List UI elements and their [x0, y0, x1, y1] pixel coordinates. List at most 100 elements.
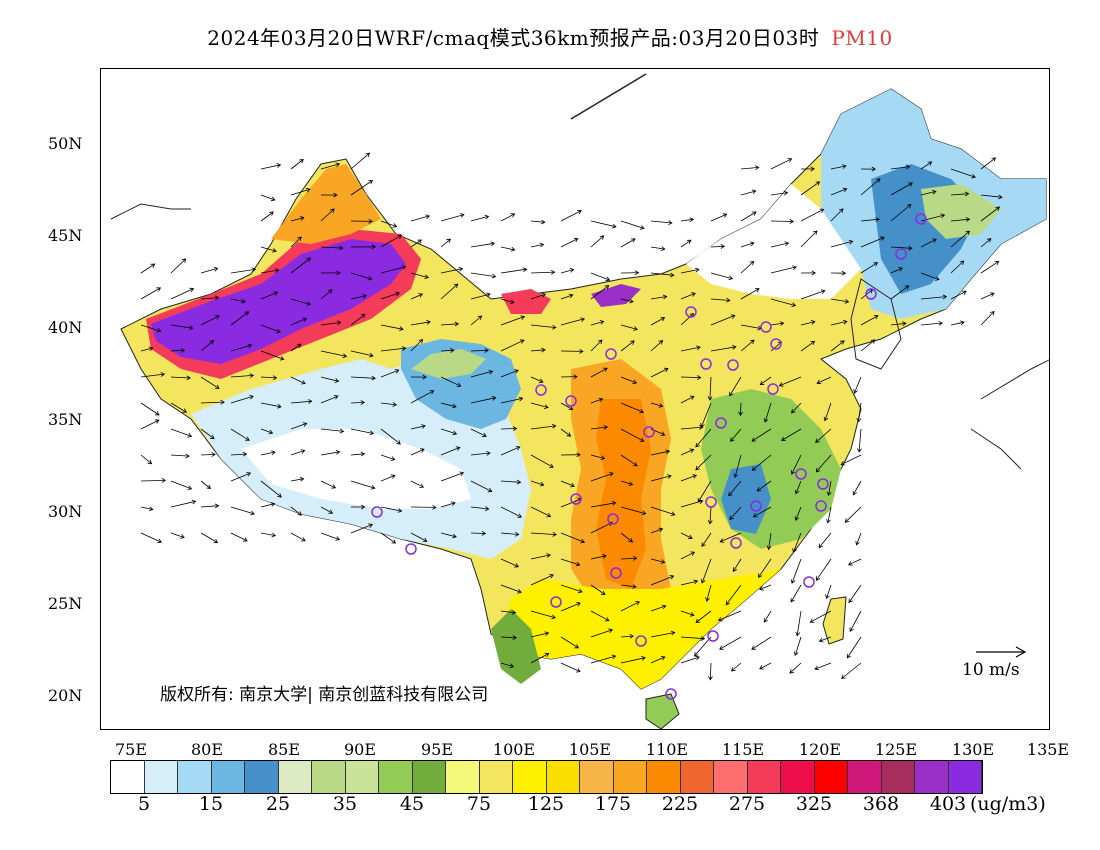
wind-arrow-head	[549, 463, 554, 468]
wind-arrow-head	[297, 511, 302, 516]
wind-arrow	[800, 290, 825, 300]
wind-arrow-head	[857, 448, 862, 453]
wind-arrow	[380, 369, 399, 378]
wind-arrow-head	[794, 516, 800, 521]
wind-arrow-head	[791, 408, 796, 414]
wind-arrow-head	[688, 534, 693, 540]
wind-arrow	[350, 350, 374, 357]
wind-arrow	[980, 194, 1003, 198]
wind-arrow	[170, 258, 186, 274]
wind-arrow	[680, 551, 695, 560]
wind-arrow-head	[695, 465, 700, 471]
wind-arrow-head	[848, 239, 854, 245]
colorbar-unit: (ug/m3)	[970, 793, 1046, 815]
wind-arrow-head	[510, 213, 516, 218]
wind-arrow-head	[960, 320, 965, 326]
wind-arrow-head	[823, 416, 829, 422]
wind-arrow-head	[150, 263, 156, 268]
wind-arrow	[590, 584, 606, 595]
wind-arrow	[320, 480, 336, 489]
wind-arrow-head	[876, 178, 881, 183]
wind-arrow	[920, 214, 945, 222]
wind-arrow-head	[180, 534, 185, 539]
wind-arrow-head	[611, 654, 617, 660]
city-marker	[895, 248, 907, 260]
wind-arrow-head	[250, 510, 255, 516]
wind-arrow-head	[699, 425, 704, 430]
wind-arrow	[140, 347, 153, 352]
wind-arrow-head	[335, 536, 341, 541]
city-marker	[371, 506, 383, 518]
northeast-green-patch	[921, 184, 1001, 239]
city-marker	[715, 417, 727, 429]
wind-arrow	[230, 453, 247, 456]
wind-arrow	[751, 636, 772, 650]
wind-arrow-head	[611, 223, 617, 229]
wind-arrow-head	[154, 419, 160, 424]
wind-arrow	[260, 428, 273, 434]
wind-arrow-head	[451, 501, 456, 506]
city-marker	[405, 543, 417, 555]
city-marker	[535, 384, 547, 396]
lon-label-120e: 120E	[798, 740, 842, 759]
wind-arrow-head	[810, 166, 815, 172]
wind-arrow-head	[609, 472, 614, 477]
wind-arrow-head	[819, 208, 825, 213]
wind-arrow-head	[602, 554, 607, 559]
wind-arrow	[732, 558, 742, 572]
colorbar-swatch	[781, 761, 815, 793]
yunnan-green	[491, 609, 541, 684]
wind-arrow	[729, 506, 742, 520]
wind-arrow	[560, 294, 573, 300]
wind-arrow	[320, 208, 335, 222]
wind-arrow-head	[424, 274, 429, 280]
wind-arrow	[500, 369, 519, 378]
wind-arrow	[500, 480, 521, 483]
wind-arrow-head	[580, 538, 586, 544]
wind-arrow-head	[811, 270, 816, 276]
wind-arrow-head	[394, 369, 400, 374]
wind-arrow	[590, 522, 613, 534]
wind-arrow-head	[330, 208, 335, 213]
wind-arrow	[680, 313, 694, 326]
wind-arrow	[260, 451, 276, 456]
wind-arrow-head	[574, 644, 580, 649]
wind-arrow-head	[994, 260, 1000, 266]
wind-arrow-head	[392, 402, 397, 407]
wind-arrow	[680, 532, 693, 539]
wind-arrow	[980, 206, 1000, 222]
wind-arrow-head	[670, 630, 676, 636]
china-pollution-field	[110, 73, 1049, 729]
wind-arrow-head	[759, 586, 764, 591]
wind-arrow	[170, 500, 196, 508]
wind-arrow-head	[270, 502, 276, 507]
wind-arrow-head	[455, 446, 461, 451]
wind-arrow	[620, 340, 635, 352]
wind-vector-field	[140, 152, 1003, 681]
wind-arrow	[230, 395, 254, 404]
wind-arrow-head	[732, 567, 738, 572]
wind-arrow	[230, 532, 248, 542]
wind-arrow	[350, 295, 367, 300]
wind-arrow-head	[663, 367, 669, 373]
wind-arrow	[710, 213, 727, 222]
wind-arrow	[830, 340, 845, 352]
wind-arrow-head	[512, 635, 517, 641]
wind-arrow	[470, 480, 492, 492]
wind-arrow-head	[544, 652, 550, 658]
wind-arrow	[860, 339, 876, 352]
wind-arrow-head	[452, 403, 457, 409]
colorbar-swatch	[647, 761, 681, 793]
wind-arrow	[470, 293, 491, 300]
wind-arrow-head	[517, 589, 522, 594]
wind-arrow	[140, 402, 160, 416]
wind-arrow-head	[731, 667, 736, 672]
wind-arrow	[380, 506, 402, 512]
lat-label-35n: 35N	[48, 410, 83, 429]
city-marker	[815, 500, 827, 512]
wind-arrow	[230, 344, 252, 352]
wind-arrow	[830, 188, 847, 196]
wind-arrow-head	[759, 665, 764, 670]
wind-arrow-head	[990, 310, 995, 316]
wind-arrow	[695, 610, 712, 623]
